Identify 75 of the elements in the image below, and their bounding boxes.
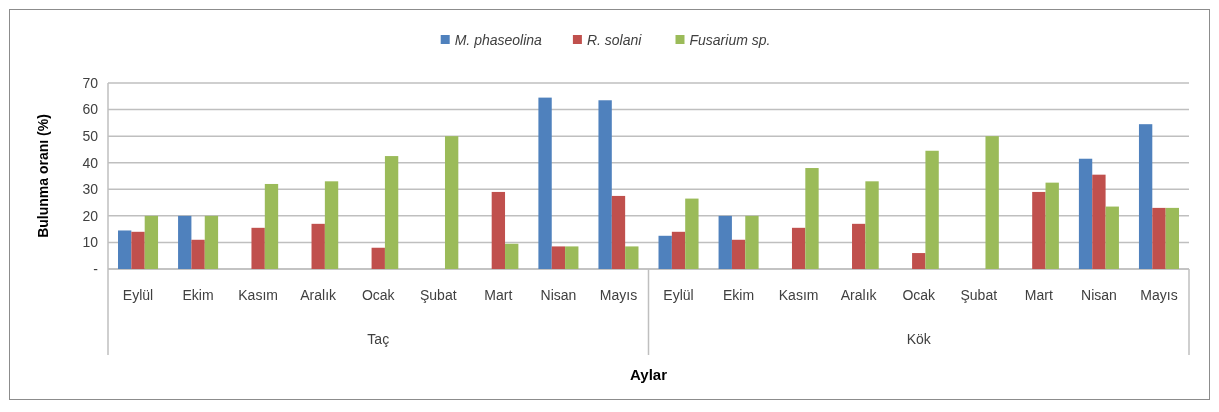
- x-axis-title: Aylar: [630, 366, 668, 383]
- text: Taç: [367, 331, 390, 347]
- bar: [131, 231, 145, 269]
- bar: [598, 100, 612, 269]
- bar: [144, 215, 159, 269]
- x-tick-label: Ocak: [902, 287, 937, 303]
- bar: [791, 227, 806, 269]
- text: Kök: [906, 331, 932, 347]
- x-tick-label: Nisan: [540, 287, 577, 303]
- y-tick-label: -: [93, 260, 99, 277]
- x-tick-label: Ekim: [182, 287, 214, 303]
- bar: [1078, 158, 1093, 269]
- bar: [985, 136, 999, 269]
- x-tick-label: Kasım: [778, 287, 819, 303]
- bar: [551, 246, 566, 269]
- x-tick-label: Ekim: [723, 287, 755, 303]
- bar: [1045, 182, 1059, 269]
- y-tick-label: 70: [82, 74, 99, 91]
- x-tick-label: Mart: [1024, 287, 1053, 303]
- x-tick-label: Şubat: [420, 287, 457, 303]
- bar: [371, 247, 385, 269]
- bar: [538, 97, 552, 269]
- bar: [912, 253, 926, 269]
- x-tick-label: Mayıs: [599, 287, 638, 303]
- bar: [625, 246, 639, 269]
- bar: [685, 198, 699, 269]
- x-tick-label: Nisan: [1081, 287, 1117, 303]
- y-tick-label: 50: [82, 128, 99, 145]
- y-tick-label: 60: [82, 101, 99, 118]
- bar: [731, 239, 746, 269]
- bar: [671, 231, 686, 269]
- x-tick-label: Mayıs: [1140, 287, 1178, 303]
- y-tick-label: 30: [82, 181, 99, 198]
- y-tick-label: 40: [82, 154, 99, 171]
- bar: [852, 223, 866, 269]
- bar: [491, 191, 506, 269]
- y-tick-label: 10: [82, 234, 99, 251]
- bar: [178, 215, 192, 269]
- bar: [264, 183, 279, 269]
- x-tick-label: Aralık: [840, 287, 878, 303]
- bar: [1152, 207, 1166, 269]
- bar: [1165, 207, 1179, 269]
- x-tick-label: Mart: [484, 287, 513, 303]
- bar: [718, 215, 732, 269]
- bar: [1032, 191, 1046, 269]
- bar: [251, 227, 265, 269]
- bar: [324, 181, 339, 269]
- bar: [311, 223, 325, 269]
- bar: [1092, 174, 1106, 269]
- bar: [745, 215, 759, 269]
- bar: [118, 230, 132, 269]
- bar: [204, 215, 219, 269]
- x-tick-label: Şubat: [960, 287, 998, 303]
- x-tick-label: Ocak: [361, 287, 396, 303]
- bar: [805, 168, 819, 269]
- bar: [444, 136, 459, 269]
- bar: [1105, 206, 1119, 269]
- bar: [565, 246, 579, 269]
- y-tick-label: 20: [82, 207, 99, 224]
- legend-label: R. solani: [586, 31, 643, 48]
- bar: [191, 239, 205, 269]
- legend-label: Fusarium sp.: [689, 31, 771, 48]
- bar: [384, 156, 399, 269]
- bar: [611, 195, 626, 269]
- bar: [505, 243, 519, 269]
- x-tick-label: Aralık: [300, 287, 338, 303]
- bar: [658, 235, 672, 269]
- bar: [1138, 124, 1153, 269]
- x-tick-label: Eylül: [122, 287, 154, 303]
- bar: [925, 150, 939, 269]
- x-tick-label: Kasım: [238, 287, 278, 303]
- legend-label: M. phaseolina: [454, 31, 543, 48]
- y-axis-title: Bulunma oranı (%): [35, 114, 51, 238]
- x-tick-label: Eylül: [663, 287, 694, 303]
- bar: [865, 181, 879, 269]
